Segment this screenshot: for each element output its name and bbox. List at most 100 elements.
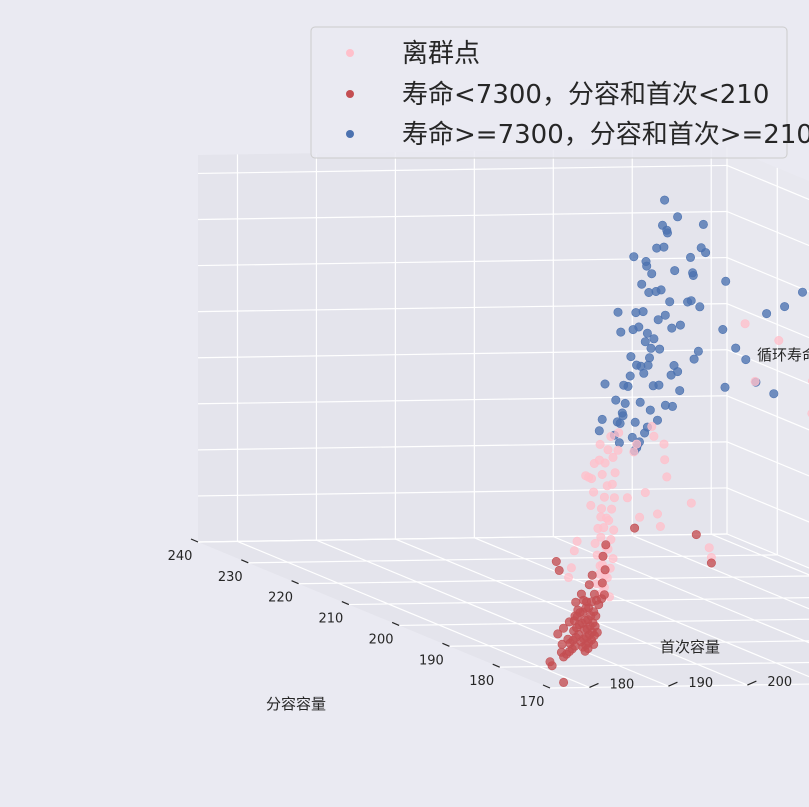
x-tick (542, 684, 551, 689)
point-high (616, 327, 626, 337)
point-high (675, 320, 685, 330)
point-high (614, 438, 624, 448)
grid-line-x (399, 618, 809, 627)
point-low (597, 578, 607, 588)
point-high (667, 323, 677, 333)
axis-panes (198, 147, 809, 688)
point-low (601, 540, 611, 550)
grid-line-y (474, 537, 809, 678)
grid-lines (197, 147, 809, 689)
point-outlier (608, 554, 618, 564)
point-outlier (610, 468, 620, 478)
grid-line-z (726, 533, 809, 569)
point-high (646, 343, 656, 353)
point-high (641, 256, 651, 266)
point-outlier (609, 493, 619, 503)
point-high (649, 334, 659, 344)
point-outlier (609, 525, 619, 535)
grid-line-z (726, 303, 809, 339)
point-outlier (655, 521, 665, 531)
point-outlier (603, 445, 613, 455)
grid-line-z (197, 487, 728, 497)
point-high (721, 276, 731, 286)
point-high (647, 269, 657, 279)
point-high (643, 360, 653, 370)
point-high (640, 428, 650, 438)
point-high (623, 381, 633, 391)
point-high (693, 346, 703, 356)
point-outlier (590, 538, 600, 548)
point-low (587, 570, 597, 580)
x-tick (442, 642, 450, 647)
point-low (630, 523, 640, 533)
point-high (665, 297, 675, 307)
point-high (698, 219, 708, 229)
point-high (594, 426, 604, 436)
point-low (558, 623, 568, 633)
x-tick (492, 663, 500, 668)
point-high (640, 337, 650, 347)
x-tick-label: 210 (318, 612, 343, 627)
point-high (617, 408, 627, 418)
grid-line-z (726, 257, 809, 293)
grid-line-x (549, 683, 809, 689)
point-high (762, 309, 772, 319)
legend: 离群点 寿命<7300，分容和首次<210 寿命>=7300，分容和首次>=21… (310, 26, 809, 159)
point-high (689, 354, 699, 364)
grid-line-z (197, 533, 728, 543)
point-outlier (572, 536, 582, 546)
point-outlier (662, 472, 672, 482)
point-outlier (606, 431, 616, 441)
point-high (673, 212, 683, 222)
point-outlier (659, 439, 669, 449)
point-outlier (622, 493, 632, 503)
grid-line-z (197, 256, 728, 267)
point-high (644, 353, 654, 363)
point-high (659, 242, 669, 252)
point-high (612, 417, 622, 427)
point-high (718, 324, 728, 334)
point-low (580, 646, 590, 656)
grid-line-y (395, 538, 748, 686)
point-low (594, 600, 604, 610)
point-high (648, 381, 658, 391)
point-outlier (596, 512, 606, 522)
legend-label-high: 寿命>=7300，分容和首次>=210 (402, 120, 809, 150)
point-high (669, 360, 679, 370)
point-high (642, 328, 652, 338)
grid-line-y (710, 533, 809, 576)
point-high (645, 405, 655, 415)
point-high (638, 307, 648, 317)
point-high (797, 287, 807, 297)
point-low (559, 677, 569, 687)
back-pane (727, 147, 809, 569)
legend-label-outliers: 离群点 (402, 39, 480, 69)
point-high (629, 252, 639, 262)
point-low (547, 661, 557, 671)
point-high (731, 343, 741, 353)
point-low (706, 558, 716, 568)
point-outlier (594, 455, 604, 465)
point-high (675, 386, 685, 396)
grid-line-y (316, 539, 669, 687)
point-outlier (599, 492, 609, 502)
grid-line-z (726, 210, 809, 247)
point-high (625, 371, 635, 381)
point-outlier (774, 335, 784, 345)
point-high (662, 225, 672, 235)
point-high (660, 195, 670, 205)
point-high (600, 379, 610, 389)
point-low (598, 551, 608, 561)
grid-line-z (726, 349, 809, 385)
point-high (611, 395, 621, 405)
grid-line-z (197, 164, 728, 175)
point-high (660, 310, 670, 320)
x-tick-label: 180 (469, 674, 494, 689)
point-high (653, 315, 663, 325)
point-high (613, 307, 623, 317)
y-tick (589, 682, 599, 688)
grid-line-z (726, 395, 809, 431)
point-low (600, 565, 610, 575)
point-outlier (563, 572, 573, 582)
